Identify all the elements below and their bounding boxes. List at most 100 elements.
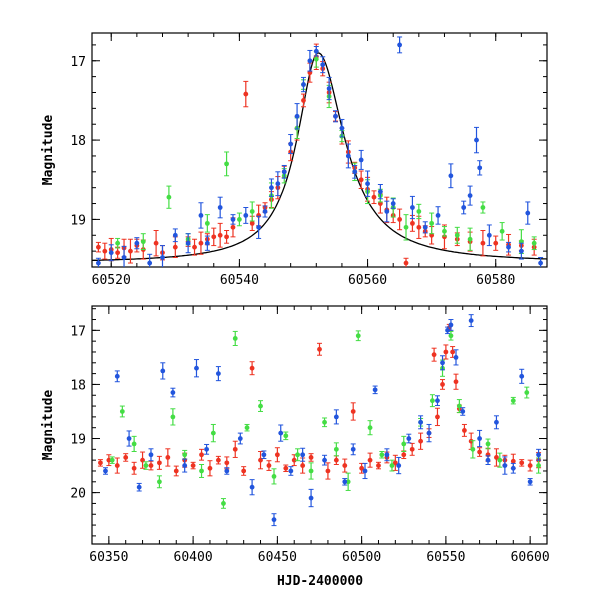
top-point-green (115, 240, 121, 246)
bottom-point-blue (224, 468, 230, 474)
bottom-y-tick-label: 20 (70, 487, 86, 502)
bottom-point-red (173, 468, 179, 474)
bottom-point-blue (300, 452, 306, 458)
bottom-point-blue (126, 436, 132, 441)
bottom-point-blue (204, 446, 209, 452)
bottom-point-blue (136, 484, 142, 490)
bottom-point-blue (182, 463, 188, 468)
top-point-blue (345, 153, 351, 159)
top-plot-frame (91, 32, 548, 268)
bottom-point-green (232, 336, 238, 341)
top-point-red (192, 244, 197, 250)
top-point-blue (307, 58, 313, 64)
top-point-blue (358, 157, 364, 163)
bottom-point-blue (536, 452, 541, 458)
top-point-green (313, 56, 319, 62)
bottom-point-green (295, 452, 300, 458)
top-x-tick-label: 60540 (220, 273, 259, 288)
bottom-point-blue (477, 436, 482, 441)
bottom-data-points (97, 314, 542, 527)
top-point-red (403, 260, 409, 266)
top-point-blue (275, 181, 281, 187)
bottom-point-blue (396, 463, 402, 468)
bottom-point-blue (278, 430, 284, 436)
top-axis-ticks: 60520 60540 60560 60580 17 18 19 (70, 33, 548, 288)
bottom-point-green (109, 457, 115, 463)
top-point-blue (435, 213, 441, 218)
bottom-point-green (283, 433, 289, 439)
top-point-blue (506, 244, 511, 250)
bottom-point-blue (215, 371, 221, 377)
bottom-point-red (359, 465, 365, 471)
bottom-x-tick-label: 60350 (89, 550, 128, 565)
top-y-tick-label: 19 (70, 213, 86, 228)
bottom-point-red (325, 468, 331, 474)
bottom-point-blue (519, 373, 525, 379)
bottom-point-red (519, 460, 525, 466)
bottom-point-green (355, 333, 361, 339)
top-point-green (204, 220, 210, 226)
bottom-point-blue (288, 468, 294, 474)
bottom-point-red (207, 465, 213, 471)
bottom-point-blue (384, 452, 390, 458)
top-point-blue (301, 82, 306, 87)
top-point-red (301, 98, 306, 103)
top-point-red (493, 240, 499, 246)
bottom-point-blue (271, 517, 277, 523)
top-point-red (96, 244, 101, 250)
bottom-point-blue (333, 414, 339, 420)
bottom-point-red (350, 409, 356, 414)
top-model-line (91, 52, 548, 262)
top-point-blue (525, 210, 531, 216)
bottom-point-blue (160, 368, 166, 374)
bottom-point-red (367, 457, 373, 463)
bottom-point-red (199, 452, 204, 458)
top-y-tick-label: 18 (70, 134, 86, 149)
top-point-red (243, 91, 249, 97)
top-point-green (166, 194, 172, 200)
bottom-point-red (123, 455, 129, 460)
top-point-green (236, 217, 242, 222)
bottom-point-red (300, 463, 306, 468)
top-point-blue (538, 260, 543, 266)
bottom-point-green (333, 446, 339, 452)
top-x-tick-label: 60520 (92, 273, 131, 288)
bottom-point-red (450, 349, 456, 355)
bottom-point-green (367, 425, 373, 431)
top-point-blue (262, 209, 268, 214)
bottom-point-green (389, 463, 395, 468)
bottom-point-green (258, 403, 263, 409)
bottom-point-blue (448, 322, 454, 328)
bottom-point-red (106, 457, 112, 463)
top-point-green (531, 240, 537, 246)
top-point-blue (352, 169, 358, 175)
bottom-point-red (224, 460, 230, 466)
bottom-point-blue (435, 398, 440, 404)
bottom-point-green (157, 479, 162, 485)
bottom-point-green (199, 468, 204, 474)
bottom-x-tick-label: 60550 (426, 550, 465, 565)
bottom-x-tick-label: 60500 (342, 550, 381, 565)
bottom-point-blue (342, 479, 348, 485)
bottom-point-green (244, 425, 250, 431)
bottom-point-red (440, 382, 445, 387)
top-point-blue (281, 169, 287, 175)
top-point-red (230, 224, 236, 230)
bottom-point-green (210, 430, 216, 436)
top-panel: 60520 60540 60560 60580 17 18 19 Magnitude (41, 32, 548, 288)
bottom-point-blue (322, 457, 327, 463)
top-point-red (198, 240, 204, 246)
bottom-point-blue (502, 463, 508, 468)
bottom-point-red (283, 465, 289, 471)
bottom-point-blue (460, 409, 466, 414)
top-point-red (480, 240, 486, 246)
bottom-point-red (291, 457, 297, 463)
bottom-point-red (131, 465, 137, 471)
top-point-blue (160, 255, 165, 260)
bottom-point-blue (170, 390, 176, 395)
top-point-green (442, 228, 447, 234)
top-point-red (211, 234, 217, 240)
bottom-point-green (131, 441, 137, 447)
bottom-point-green (271, 473, 277, 479)
top-point-red (102, 248, 108, 254)
